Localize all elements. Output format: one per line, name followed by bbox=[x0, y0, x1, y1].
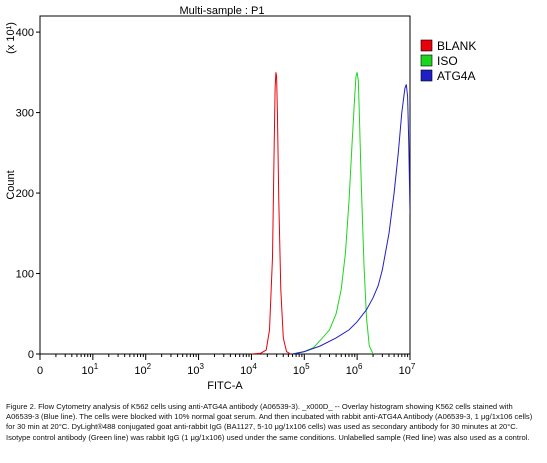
plot-frame bbox=[39, 15, 411, 355]
y-axis: 0 100 200 300 400 bbox=[16, 27, 40, 361]
x-tick-label: 0 bbox=[37, 365, 43, 377]
x-tick-base: 10 bbox=[346, 365, 358, 377]
legend-label: ISO bbox=[437, 54, 458, 68]
series-line-atg4a bbox=[292, 84, 410, 354]
x-tick-exponent: 1 bbox=[94, 362, 99, 371]
x-tick-base: 10 bbox=[399, 365, 411, 377]
x-tick-exponent: 2 bbox=[147, 362, 152, 371]
y-tick-label: 400 bbox=[16, 27, 34, 39]
x-tick-base: 10 bbox=[82, 365, 94, 377]
x-tick-base: 0 bbox=[37, 365, 43, 377]
series-line-iso bbox=[292, 72, 374, 354]
x-tick-exponent: 7 bbox=[411, 362, 416, 371]
x-tick-exponent: 4 bbox=[252, 362, 257, 371]
x-axis-title: FITC-A bbox=[207, 380, 243, 392]
x-axis: 0 101 102 103 104 105 106 107 bbox=[37, 354, 416, 377]
x-tick-label: 106 bbox=[346, 362, 363, 377]
legend-swatch bbox=[420, 39, 433, 52]
x-tick-base: 10 bbox=[240, 365, 252, 377]
legend-label: ATG4A bbox=[437, 69, 475, 83]
y-tick-label: 300 bbox=[16, 108, 34, 120]
x-tick-exponent: 6 bbox=[358, 362, 363, 371]
y-tick-label: 0 bbox=[28, 349, 34, 361]
x-tick-label: 101 bbox=[82, 362, 99, 377]
legend-swatch bbox=[420, 69, 433, 82]
x-tick-exponent: 5 bbox=[305, 362, 310, 371]
y-tick-label: 200 bbox=[16, 188, 34, 200]
x-tick-label: 104 bbox=[240, 362, 257, 377]
x-tick-label: 107 bbox=[399, 362, 416, 377]
x-tick-label: 105 bbox=[293, 362, 310, 377]
y-axis-title: Count bbox=[5, 170, 17, 199]
series-layer bbox=[251, 72, 410, 354]
x-tick-label: 103 bbox=[187, 362, 204, 377]
y-tick-label: 100 bbox=[16, 269, 34, 281]
legend-label: BLANK bbox=[437, 39, 476, 53]
x-tick-exponent: 3 bbox=[199, 362, 204, 371]
y-axis-multiplier: (x 10¹) bbox=[5, 22, 17, 54]
figure-caption: Figure 2. Flow Cytometry analysis of K56… bbox=[6, 402, 533, 442]
legend-swatch bbox=[420, 54, 433, 67]
x-tick-base: 10 bbox=[293, 365, 305, 377]
x-tick-base: 10 bbox=[187, 365, 199, 377]
x-tick-label: 102 bbox=[134, 362, 151, 377]
x-tick-base: 10 bbox=[134, 365, 146, 377]
chart-title: Multi-sample : P1 bbox=[180, 5, 265, 17]
series-line-blank bbox=[251, 72, 291, 354]
